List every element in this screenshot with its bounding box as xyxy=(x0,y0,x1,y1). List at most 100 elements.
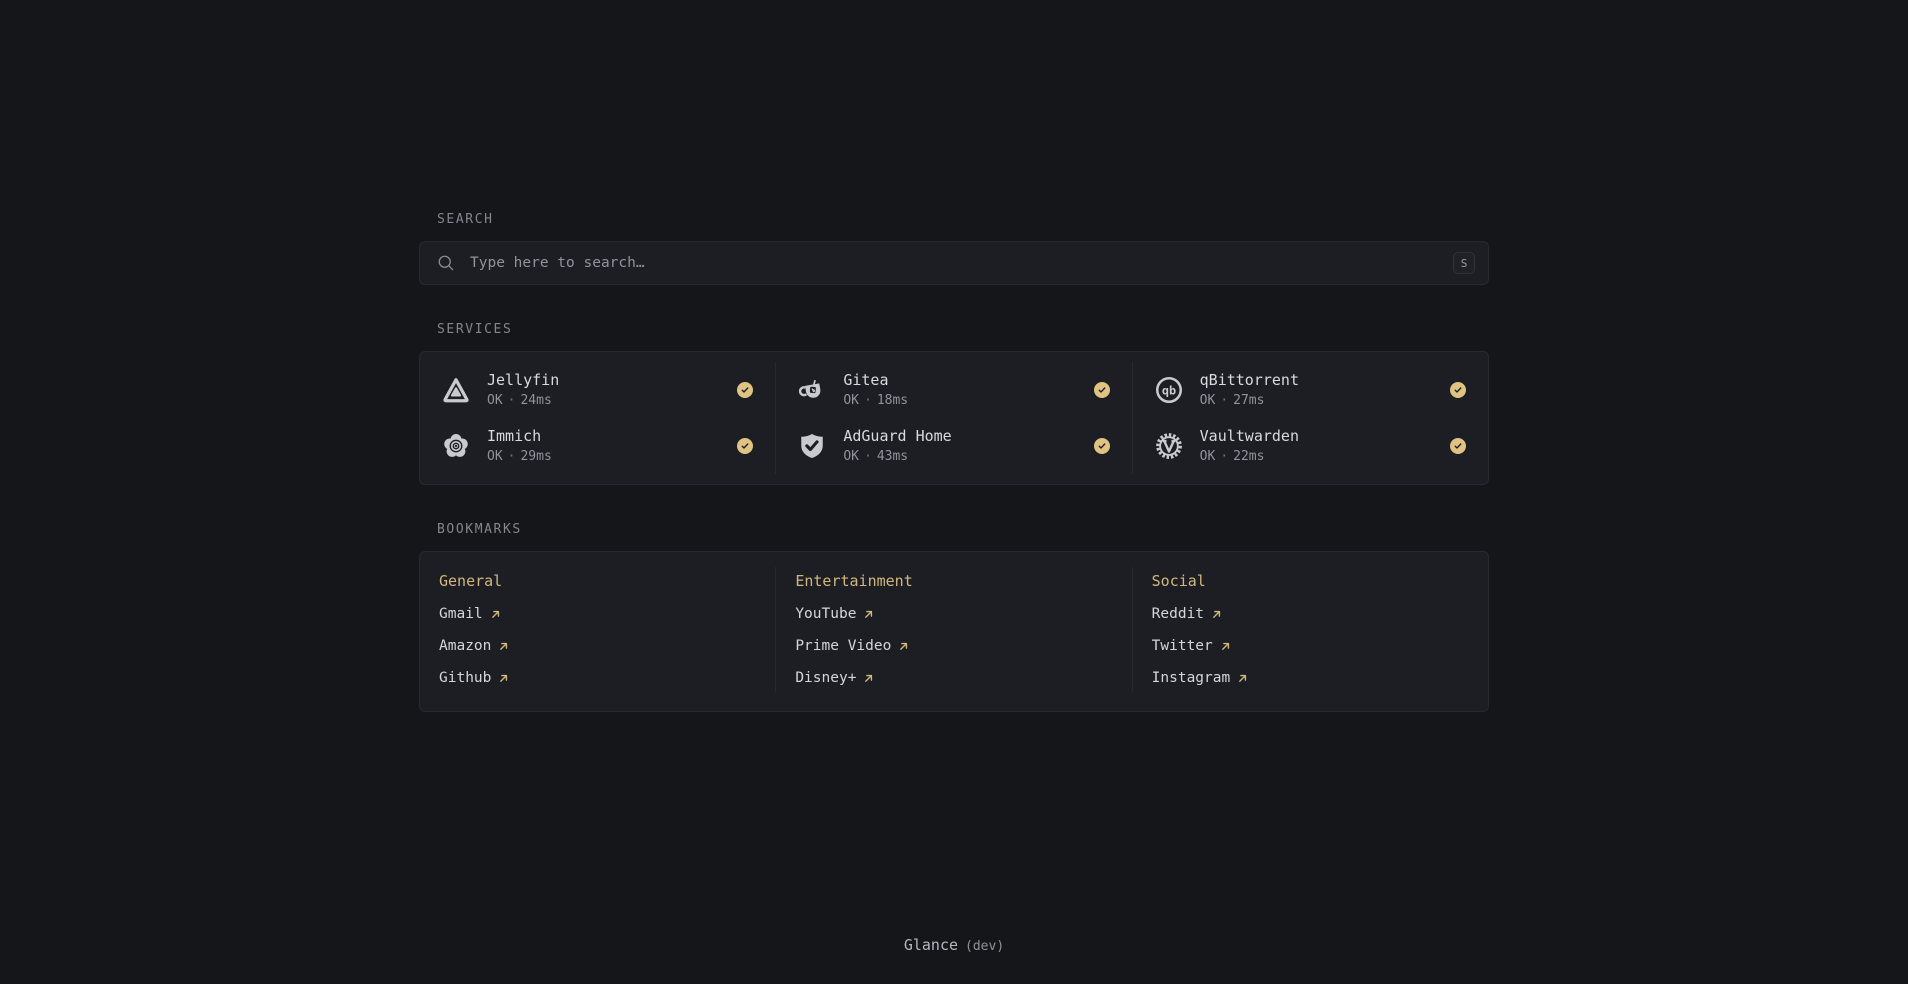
service-adguard-home[interactable]: AdGuard Home OK · 43ms xyxy=(776,418,1131,474)
svg-text:qb: qb xyxy=(1162,383,1176,397)
bookmark-link-label: Reddit xyxy=(1151,605,1205,622)
status-ok-badge xyxy=(1449,438,1466,454)
service-latency: 27ms xyxy=(1233,393,1265,409)
service-status-code: OK xyxy=(487,393,503,409)
services-column-1: Jellyfin OK · 24ms Immich OK · 29ms xyxy=(420,362,775,474)
services-column-3: qb qBittorrent OK · 27ms Vaultwa xyxy=(1131,362,1488,474)
bookmarks-widget-label: BOOKMARKS xyxy=(437,522,522,537)
bookmark-link-github[interactable]: Github xyxy=(439,666,509,691)
services-panel: Jellyfin OK · 24ms Immich OK · 29ms xyxy=(419,351,1489,485)
external-link-arrow-icon xyxy=(1211,609,1222,620)
jellyfin-icon xyxy=(441,375,471,405)
search-widget: SEARCH S xyxy=(419,212,1489,285)
immich-icon xyxy=(441,431,471,461)
bookmark-link-instagram[interactable]: Instagram xyxy=(1152,666,1249,691)
external-link-arrow-icon xyxy=(898,641,909,652)
service-status: OK · 29ms xyxy=(487,449,552,465)
bookmark-group-general: General Gmail Amazon Github xyxy=(420,567,775,692)
service-status-code: OK xyxy=(487,449,503,465)
external-link-arrow-icon xyxy=(490,609,501,620)
service-immich[interactable]: Immich OK · 29ms xyxy=(420,418,775,474)
search-widget-label: SEARCH xyxy=(437,212,494,227)
service-latency: 18ms xyxy=(876,393,909,409)
bookmark-link-label: Github xyxy=(439,670,492,687)
bookmark-group-title: Entertainment xyxy=(795,572,913,590)
search-input[interactable] xyxy=(470,255,1453,271)
status-ok-badge xyxy=(737,382,754,398)
external-link-arrow-icon xyxy=(1237,673,1248,684)
service-status-code: OK xyxy=(843,393,859,409)
bookmark-link-gmail[interactable]: Gmail xyxy=(439,602,501,627)
service-vaultwarden[interactable]: Vaultwarden OK · 22ms xyxy=(1133,418,1488,474)
status-separator: · xyxy=(863,393,872,409)
service-title: Immich xyxy=(487,427,542,446)
bookmark-group-title: General xyxy=(439,572,503,590)
service-gitea[interactable]: Gitea OK · 18ms xyxy=(776,362,1131,418)
bookmark-link-twitter[interactable]: Twitter xyxy=(1152,634,1231,659)
status-ok-badge xyxy=(1093,438,1110,454)
service-text: AdGuard Home OK · 43ms xyxy=(843,427,951,464)
service-latency: 43ms xyxy=(876,449,909,465)
services-widget-label: SERVICES xyxy=(437,322,513,337)
bookmark-link-reddit[interactable]: Reddit xyxy=(1152,602,1222,627)
service-title: qBittorrent xyxy=(1199,371,1299,390)
service-status: OK · 24ms xyxy=(487,393,559,409)
service-status: OK · 27ms xyxy=(1200,393,1299,409)
service-latency: 24ms xyxy=(520,393,552,409)
bookmark-link-label: YouTube xyxy=(795,605,857,622)
service-jellyfin[interactable]: Jellyfin OK · 24ms xyxy=(420,362,775,418)
gitea-icon xyxy=(797,375,827,405)
bookmark-group-social: Social Reddit Twitter Instagram xyxy=(1131,567,1488,692)
service-status: OK · 18ms xyxy=(843,393,908,409)
bookmarks-widget: BOOKMARKS General Gmail Amazon Github En… xyxy=(419,522,1489,712)
page-footer: Glance (dev) xyxy=(419,935,1489,984)
service-status: OK · 43ms xyxy=(843,449,951,465)
adguard-shield-icon xyxy=(797,431,827,461)
bookmark-group-entertainment: Entertainment YouTube Prime Video Disney… xyxy=(775,567,1131,692)
external-link-arrow-icon xyxy=(1220,641,1231,652)
vaultwarden-icon xyxy=(1154,431,1184,461)
external-link-arrow-icon xyxy=(863,609,874,620)
bookmarks-panel: General Gmail Amazon Github Entertainmen… xyxy=(419,551,1489,712)
bookmark-link-label: Gmail xyxy=(439,605,483,622)
bookmark-link-label: Disney+ xyxy=(795,670,857,687)
service-title: AdGuard Home xyxy=(843,427,952,446)
bookmark-link-label: Amazon xyxy=(439,637,492,654)
bookmark-link-amazon[interactable]: Amazon xyxy=(439,634,509,659)
footer-app-name: Glance xyxy=(903,935,959,954)
bookmark-link-youtube[interactable]: YouTube xyxy=(795,602,874,627)
search-shortcut-key: S xyxy=(1453,252,1475,274)
status-separator: · xyxy=(1220,393,1229,409)
content-column: SEARCH S SERVICES Jell xyxy=(419,0,1489,984)
bookmark-link-label: Instagram xyxy=(1151,670,1231,687)
service-text: Immich OK · 29ms xyxy=(487,427,552,464)
status-ok-badge xyxy=(737,438,754,454)
qbittorrent-icon: qb xyxy=(1154,375,1184,405)
service-status: OK · 22ms xyxy=(1200,449,1299,465)
service-text: Jellyfin OK · 24ms xyxy=(487,371,559,408)
bookmark-link-disney-plus[interactable]: Disney+ xyxy=(795,666,874,691)
service-text: qBittorrent OK · 27ms xyxy=(1200,371,1299,408)
status-separator: · xyxy=(863,449,872,465)
bookmark-link-label: Twitter xyxy=(1151,637,1213,654)
bookmark-link-prime-video[interactable]: Prime Video xyxy=(795,634,909,659)
bookmark-group-title: Social xyxy=(1151,572,1206,590)
status-ok-badge xyxy=(1449,382,1466,398)
service-qbittorrent[interactable]: qb qBittorrent OK · 27ms xyxy=(1133,362,1488,418)
external-link-arrow-icon xyxy=(863,673,874,684)
service-title: Gitea xyxy=(843,371,889,390)
service-status-code: OK xyxy=(1199,449,1216,465)
service-latency: 29ms xyxy=(520,449,552,465)
service-status-code: OK xyxy=(1199,393,1216,409)
service-text: Gitea OK · 18ms xyxy=(843,371,908,408)
search-bar[interactable]: S xyxy=(419,241,1489,285)
status-separator: · xyxy=(507,449,516,465)
footer-version-tag: (dev) xyxy=(965,938,1005,954)
search-icon xyxy=(436,253,456,273)
bookmark-link-label: Prime Video xyxy=(795,637,892,654)
status-ok-badge xyxy=(1093,382,1110,398)
status-separator: · xyxy=(507,393,516,409)
external-link-arrow-icon xyxy=(498,673,509,684)
services-column-2: Gitea OK · 18ms AdGuard Home OK · 43ms xyxy=(775,362,1131,474)
